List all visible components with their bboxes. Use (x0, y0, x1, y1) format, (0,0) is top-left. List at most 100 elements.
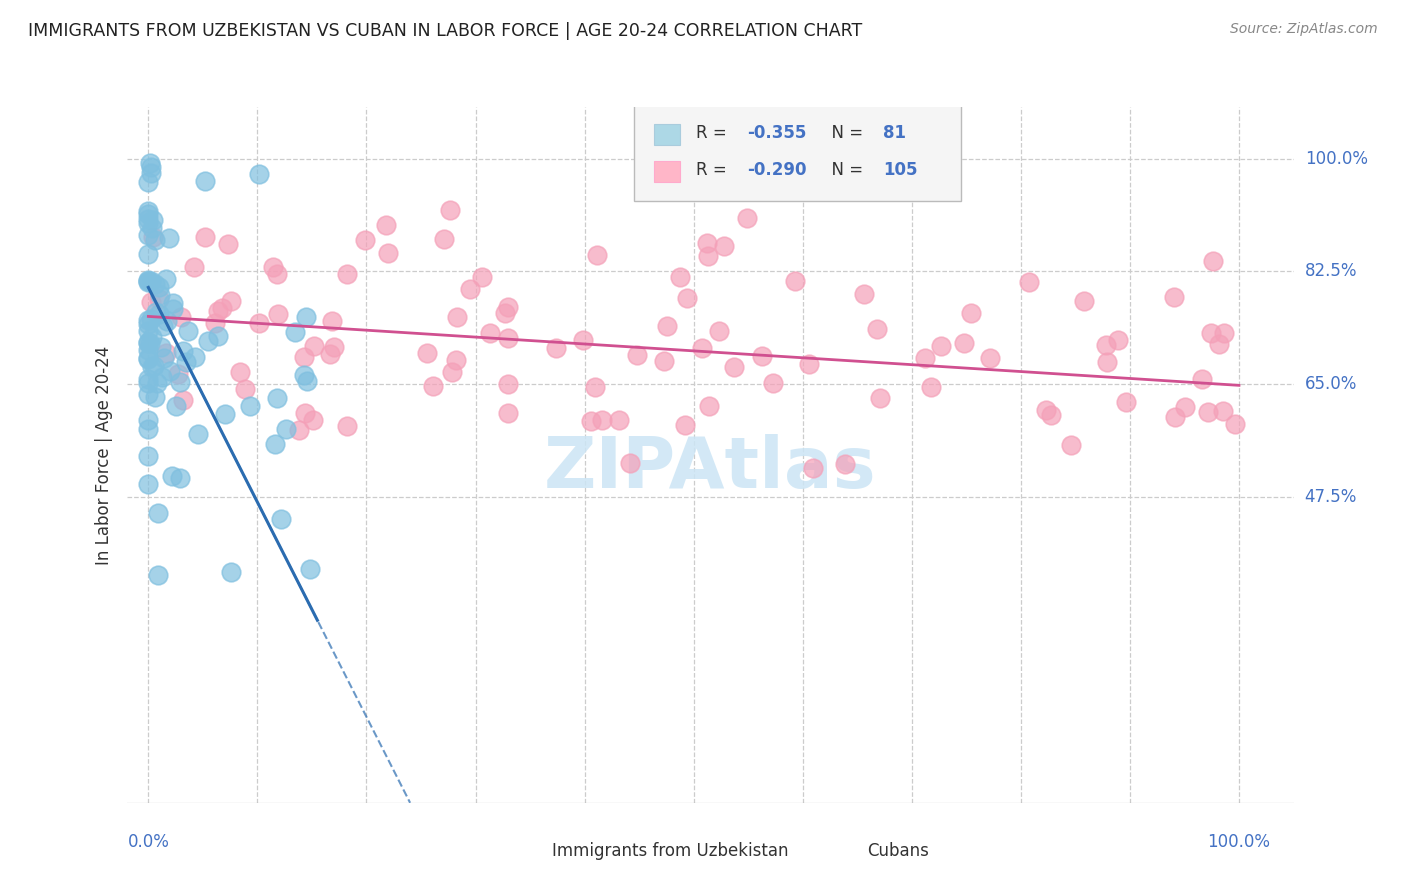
Point (266, 267, 288, 281)
Point (673, 418, 696, 433)
Text: Source: ZipAtlas.com: Source: ZipAtlas.com (1230, 22, 1378, 37)
Point (1163, 290, 1185, 304)
Point (572, 334, 595, 348)
Point (141, 274, 163, 288)
Bar (654, 124, 679, 145)
Point (866, 322, 889, 336)
Point (302, 339, 325, 353)
Point (138, 371, 160, 385)
Point (150, 369, 173, 384)
Point (284, 326, 307, 340)
Point (149, 340, 172, 354)
Point (138, 318, 160, 332)
Point (581, 414, 603, 428)
Point (1174, 401, 1197, 415)
Point (1035, 402, 1057, 417)
Point (138, 313, 160, 327)
Point (544, 341, 567, 355)
Point (297, 375, 319, 389)
Point (138, 247, 160, 261)
Point (183, 260, 205, 274)
Point (194, 229, 217, 244)
Point (266, 392, 288, 406)
Point (270, 512, 292, 526)
Point (696, 249, 718, 263)
Point (138, 227, 160, 242)
Point (1073, 294, 1095, 309)
Text: 82.5%: 82.5% (1305, 262, 1357, 280)
Point (607, 413, 630, 427)
Text: R =: R = (696, 161, 733, 178)
Point (377, 245, 399, 260)
Point (207, 329, 229, 343)
Point (699, 399, 721, 413)
Point (1107, 333, 1129, 347)
Point (233, 382, 256, 396)
Point (619, 456, 641, 470)
Point (471, 269, 494, 284)
Point (287, 423, 309, 437)
Point (138, 206, 160, 220)
Point (292, 350, 315, 364)
Text: 47.5%: 47.5% (1305, 488, 1357, 506)
Point (138, 413, 160, 427)
Point (139, 160, 162, 174)
Point (194, 174, 217, 188)
Point (1164, 410, 1187, 425)
Point (157, 231, 180, 245)
Point (801, 461, 824, 475)
Text: 100.0%: 100.0% (1208, 833, 1271, 851)
Point (166, 367, 188, 381)
Point (676, 291, 699, 305)
Point (920, 379, 942, 393)
Point (751, 349, 773, 363)
Point (152, 351, 174, 366)
Point (138, 324, 160, 338)
Point (138, 335, 160, 350)
Point (162, 296, 184, 310)
Point (1018, 275, 1040, 289)
Text: 0.0%: 0.0% (128, 833, 169, 851)
Point (138, 376, 160, 390)
Point (267, 307, 290, 321)
Point (321, 313, 343, 327)
Point (184, 351, 207, 365)
Y-axis label: In Labor Force | Age 20-24: In Labor Force | Age 20-24 (94, 345, 112, 565)
Point (444, 352, 467, 367)
Text: -0.355: -0.355 (748, 124, 807, 142)
Point (139, 312, 162, 326)
Point (155, 272, 177, 286)
Point (177, 324, 200, 338)
Point (1197, 404, 1219, 418)
Point (152, 318, 174, 333)
Point (262, 260, 284, 274)
Point (217, 237, 239, 252)
Point (219, 293, 242, 308)
Point (148, 307, 170, 321)
Point (959, 306, 981, 320)
Point (169, 471, 191, 485)
Point (655, 318, 678, 333)
Point (139, 156, 162, 170)
Bar (827, 840, 852, 862)
Point (138, 274, 160, 288)
Point (1040, 408, 1063, 422)
Text: N =: N = (821, 161, 869, 178)
Point (143, 390, 166, 404)
Point (496, 376, 519, 391)
Point (138, 275, 160, 289)
Point (1223, 417, 1246, 431)
Point (1095, 338, 1118, 352)
Point (138, 336, 160, 351)
Text: IMMIGRANTS FROM UZBEKISTAN VS CUBAN IN LABOR FORCE | AGE 20-24 CORRELATION CHART: IMMIGRANTS FROM UZBEKISTAN VS CUBAN IN L… (28, 22, 862, 40)
Point (276, 422, 298, 436)
Point (148, 280, 170, 294)
Point (498, 406, 520, 420)
Point (713, 239, 735, 253)
Point (353, 233, 375, 247)
Point (145, 305, 167, 319)
Text: ZIPAtlas: ZIPAtlas (544, 434, 876, 503)
Point (172, 344, 194, 359)
Point (336, 418, 359, 433)
Point (1095, 355, 1118, 369)
